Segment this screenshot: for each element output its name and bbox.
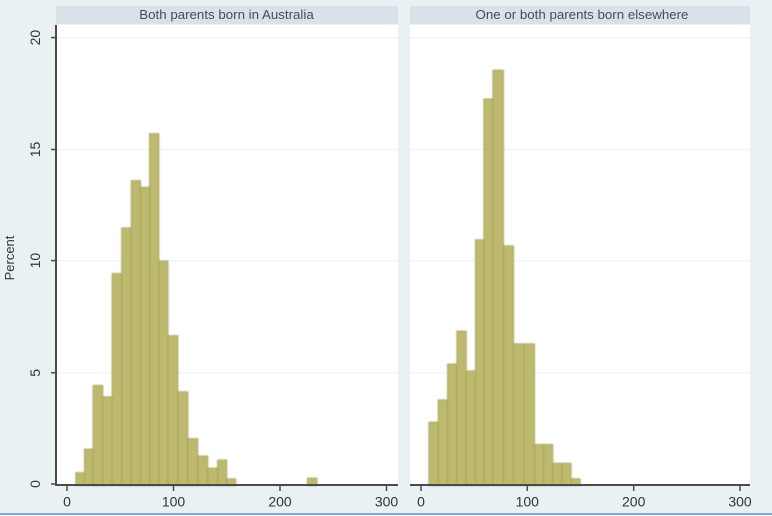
svg-text:200: 200 <box>268 494 292 510</box>
svg-text:Both parents born in Australia: Both parents born in Australia <box>139 7 314 22</box>
svg-text:0: 0 <box>63 494 71 510</box>
svg-text:20: 20 <box>27 30 43 46</box>
svg-text:One or both parents born elsew: One or both parents born elsewhere <box>476 7 689 22</box>
svg-text:100: 100 <box>516 494 540 510</box>
svg-text:5: 5 <box>27 369 43 377</box>
svg-text:Percent: Percent <box>2 235 17 280</box>
svg-text:200: 200 <box>622 494 646 510</box>
svg-text:0: 0 <box>27 480 43 488</box>
svg-text:100: 100 <box>162 494 186 510</box>
svg-text:10: 10 <box>27 253 43 269</box>
svg-text:300: 300 <box>375 494 399 510</box>
svg-text:300: 300 <box>728 494 752 510</box>
svg-text:15: 15 <box>27 142 43 158</box>
svg-text:0: 0 <box>417 494 425 510</box>
